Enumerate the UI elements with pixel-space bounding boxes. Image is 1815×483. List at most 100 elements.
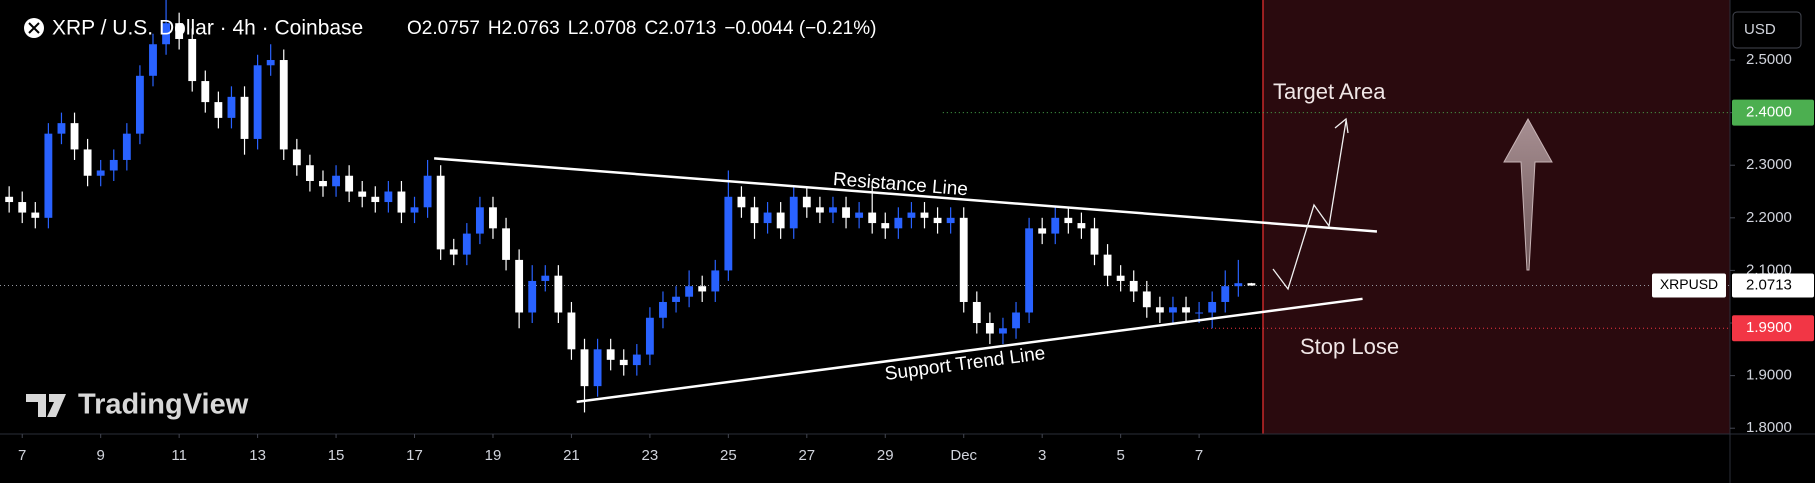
candle-body xyxy=(240,96,249,139)
candle-body xyxy=(829,207,837,213)
candle-body xyxy=(358,191,367,197)
candle-body xyxy=(214,102,223,118)
candle-body xyxy=(70,123,79,150)
currency-button[interactable] xyxy=(1732,11,1802,49)
candle-body xyxy=(855,212,864,218)
candle-body xyxy=(698,286,707,292)
current-price-box xyxy=(1732,273,1814,298)
candle-body xyxy=(907,212,916,218)
candle-body xyxy=(593,349,602,387)
candle-body xyxy=(96,170,105,176)
target-label: Target Area xyxy=(1273,79,1386,104)
trend-line xyxy=(434,157,1378,233)
candle-body xyxy=(1234,283,1243,287)
x-tick-label: Dec xyxy=(950,447,977,464)
candle-body xyxy=(737,196,746,208)
candle-body xyxy=(645,317,654,355)
candle-body xyxy=(711,270,720,292)
watermark: TradingView xyxy=(78,389,249,421)
symbol-logo-mark xyxy=(28,22,40,34)
grid-layer xyxy=(0,112,1730,329)
candle-body xyxy=(279,60,288,150)
candle-body xyxy=(632,354,641,366)
ohlc-key: L xyxy=(568,18,579,39)
candle-body xyxy=(815,207,824,213)
candle-body xyxy=(436,175,445,250)
candle-body xyxy=(305,165,314,181)
candle-body xyxy=(1195,312,1204,314)
candle-body xyxy=(763,212,772,224)
candle-body xyxy=(972,301,981,324)
y-tick-label: 2.2000 xyxy=(1746,209,1792,226)
candle-body xyxy=(894,217,903,229)
x-tick-label: 9 xyxy=(97,447,105,464)
candle-body xyxy=(580,349,589,387)
x-tick-label: 17 xyxy=(406,447,423,464)
candle-body xyxy=(1142,291,1151,308)
x-tick-label: 21 xyxy=(563,447,580,464)
candle-body xyxy=(44,133,53,218)
candle-body xyxy=(685,286,694,297)
x-tick-label: 27 xyxy=(798,447,815,464)
candle-body xyxy=(397,191,406,213)
symbol-tag-label: XRPUSD xyxy=(1660,276,1718,292)
ohlc-key: O xyxy=(407,18,422,39)
y-tick-label: 1.8000 xyxy=(1746,419,1792,436)
candle-body xyxy=(1169,307,1177,313)
y-tick-label: 1.9000 xyxy=(1746,367,1792,384)
candle-body xyxy=(266,60,275,66)
candle-body xyxy=(959,217,968,302)
candle-body xyxy=(188,38,197,82)
projection-arrow xyxy=(1272,120,1347,291)
candle-body xyxy=(619,359,628,366)
candle-body xyxy=(802,196,811,208)
candle-body xyxy=(502,228,510,260)
candle-body xyxy=(449,249,458,255)
x-tick-label: 29 xyxy=(877,447,894,464)
candle-body xyxy=(999,328,1007,334)
candle-body xyxy=(672,296,680,302)
candle-body xyxy=(57,123,66,134)
candle-body xyxy=(1155,307,1164,313)
ohlc-value: 2.0763 xyxy=(502,18,560,39)
candle-body xyxy=(554,275,563,313)
candle-body xyxy=(332,175,340,187)
ohlc-value: 2.0713 xyxy=(658,18,716,39)
candle-body xyxy=(201,81,210,103)
x-tick-label: 25 xyxy=(720,447,737,464)
currency-label: USD xyxy=(1744,21,1776,38)
level-label: 2.4000 xyxy=(1746,104,1792,121)
candle-body xyxy=(175,23,184,39)
annotations xyxy=(434,157,1378,404)
candle-body xyxy=(319,180,327,187)
candle-body xyxy=(1208,301,1217,313)
candle-body xyxy=(528,280,537,313)
candle-body xyxy=(659,301,667,318)
candle-body xyxy=(1012,312,1020,329)
stop-label: Stop Lose xyxy=(1300,334,1399,359)
candle-body xyxy=(149,44,157,76)
level-label: 1.9900 xyxy=(1746,319,1792,336)
candle-body xyxy=(162,23,170,45)
candle-body xyxy=(606,349,615,360)
support-label: Support Trend Line xyxy=(884,343,1047,385)
x-tick-label: 3 xyxy=(1038,447,1046,464)
candle-body xyxy=(5,196,14,203)
candle-body xyxy=(1103,254,1112,276)
candle-body xyxy=(410,207,419,213)
candle-body xyxy=(18,202,27,213)
candle-body xyxy=(567,312,576,350)
symbol-title: XRP / U.S. Dollar · 4h · Coinbase xyxy=(52,17,363,40)
candle-body xyxy=(31,212,40,218)
candle-body xyxy=(122,133,131,160)
candle-body xyxy=(371,196,380,203)
big-up-arrow xyxy=(1503,117,1553,271)
projection-arrow-head xyxy=(1334,117,1349,134)
candle-body xyxy=(985,323,994,334)
candle-body xyxy=(384,191,393,203)
candle-body xyxy=(881,223,890,229)
axis-layer: 1.80001.90002.00002.10002.20002.30002.40… xyxy=(18,51,1814,464)
candle-body xyxy=(1090,228,1099,255)
ohlc-legend: O2.0757 H2.0763 L2.0708 C2.0713 −0.0044 (−0.… xyxy=(407,18,876,39)
candle-body xyxy=(933,217,942,224)
